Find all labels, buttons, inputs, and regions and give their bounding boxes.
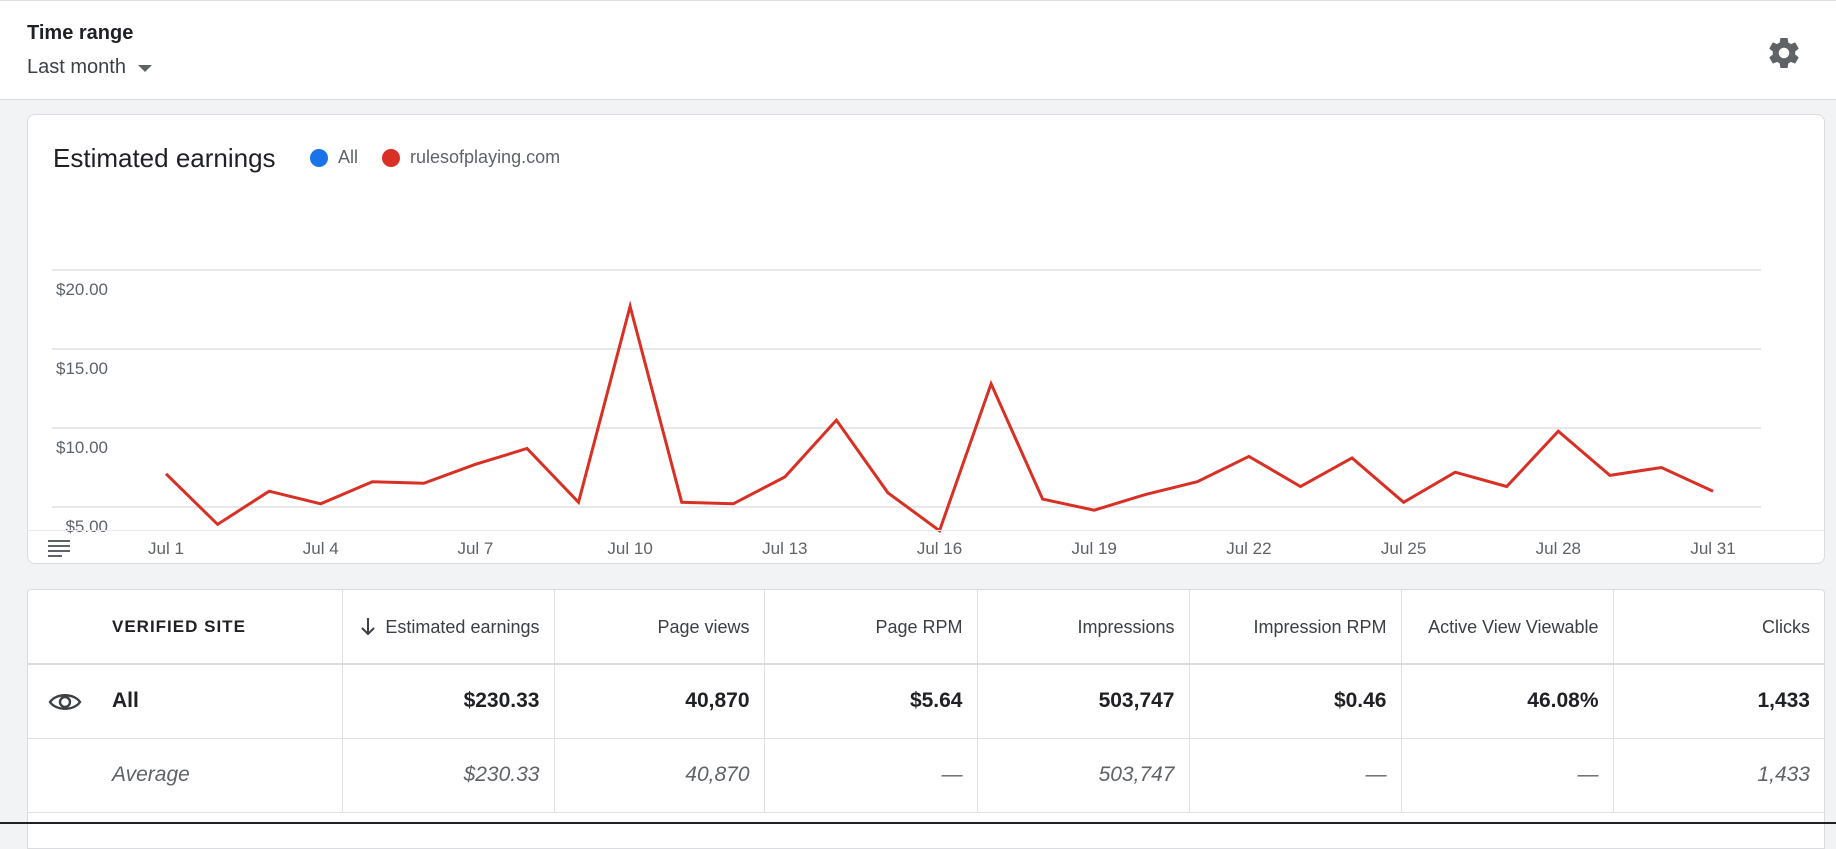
- sites-table-card: VERIFIED SITE Estimated earnings Page vi…: [27, 589, 1825, 849]
- legend-item-site[interactable]: rulesofplaying.com: [382, 147, 560, 168]
- col-header-clicks[interactable]: Clicks: [1613, 590, 1824, 665]
- y-tick-label: $20.00: [56, 280, 108, 299]
- y-tick-label: $5.00: [65, 517, 108, 536]
- time-range-bar: Time range Last month: [0, 0, 1836, 100]
- clicks-cell: 1,433: [1613, 664, 1824, 739]
- gear-icon[interactable]: [1766, 35, 1802, 71]
- eye-icon[interactable]: [48, 690, 82, 714]
- legend-label-all: All: [338, 147, 359, 167]
- x-tick-label: Jul 31: [1690, 539, 1735, 558]
- active-view-cell: 46.08%: [1401, 664, 1614, 739]
- x-tick-label: Jul 10: [607, 539, 652, 558]
- site-cell: Average: [28, 738, 343, 813]
- x-tick-label: Jul 22: [1226, 539, 1271, 558]
- chart-divider: [28, 530, 1824, 531]
- page-rpm-cell: $5.64: [764, 664, 978, 739]
- impressions-cell: 503,747: [977, 664, 1190, 739]
- sites-table: VERIFIED SITE Estimated earnings Page vi…: [28, 590, 1824, 813]
- legend-label-site: rulesofplaying.com: [410, 147, 561, 167]
- sort-down-arrow-icon[interactable]: [359, 616, 377, 638]
- legend-dot-site: [382, 148, 401, 167]
- time-range-label: Time range: [27, 22, 134, 44]
- col-header-impression-rpm[interactable]: Impression RPM: [1189, 590, 1402, 665]
- clicks-cell: 1,433: [1613, 738, 1824, 813]
- impression-rpm-cell: $0.46: [1189, 664, 1402, 739]
- col-header-page-rpm[interactable]: Page RPM: [764, 590, 978, 665]
- earnings-line-chart: $5.00 $10.00 $15.00 $20.00 Jul 1 Jul 4 Jul 7 Ju…: [52, 269, 1761, 558]
- page-views-cell: 40,870: [554, 664, 765, 739]
- x-tick-label: Jul 28: [1536, 539, 1581, 558]
- legend-item-all[interactable]: All: [310, 147, 358, 168]
- impression-rpm-cell: —: [1189, 738, 1402, 813]
- table-row: All $230.33 40,870 $5.64 503,747 $0.46 4…: [28, 664, 1824, 739]
- time-range-dropdown[interactable]: Last month: [27, 56, 152, 79]
- table-row: Average $230.33 40,870 — 503,747 — — 1,4…: [28, 738, 1824, 813]
- col-header-active-view[interactable]: Active View Viewable: [1401, 590, 1614, 665]
- page-rpm-cell: —: [764, 738, 978, 813]
- x-tick-label: Jul 16: [917, 539, 962, 558]
- earnings-cell: $230.33: [342, 738, 555, 813]
- bottom-edge-line: [0, 822, 1836, 824]
- x-tick-label: Jul 13: [762, 539, 807, 558]
- y-tick-label: $15.00: [56, 359, 108, 378]
- earnings-cell: $230.33: [342, 664, 555, 739]
- active-view-cell: —: [1401, 738, 1614, 813]
- impressions-cell: 503,747: [977, 738, 1190, 813]
- col-header-site[interactable]: VERIFIED SITE: [28, 590, 343, 665]
- x-tick-label: Jul 4: [303, 539, 339, 558]
- col-header-page-views[interactable]: Page views: [554, 590, 765, 665]
- earnings-chart-card: Estimated earnings All rulesofplaying.co…: [27, 114, 1825, 564]
- data-table-icon[interactable]: [48, 539, 70, 557]
- col-header-earnings[interactable]: Estimated earnings: [342, 590, 555, 665]
- x-tick-label: Jul 25: [1381, 539, 1426, 558]
- legend-dot-all: [310, 148, 328, 167]
- dropdown-caret-icon: [137, 65, 152, 72]
- chart-title: Estimated earnings: [53, 143, 276, 173]
- x-tick-label: Jul 1: [148, 539, 184, 558]
- chart-legend: All rulesofplaying.com: [310, 147, 584, 168]
- page-views-cell: 40,870: [554, 738, 765, 813]
- col-header-impressions[interactable]: Impressions: [977, 590, 1190, 665]
- x-tick-label: Jul 19: [1072, 539, 1117, 558]
- time-range-value: Last month: [27, 56, 126, 78]
- site-cell: All: [28, 664, 343, 739]
- table-header-row: VERIFIED SITE Estimated earnings Page vi…: [28, 590, 1824, 665]
- x-tick-label: Jul 7: [457, 539, 493, 558]
- series-line-rulesofplaying-com: [164, 300, 1714, 534]
- site-name[interactable]: All: [112, 689, 139, 713]
- col-header-earnings-label: Estimated earnings: [385, 616, 540, 637]
- y-tick-label: $10.00: [56, 438, 108, 457]
